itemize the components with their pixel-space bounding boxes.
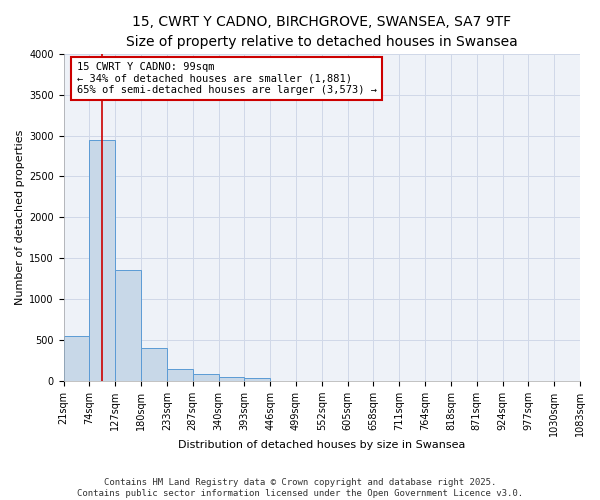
Title: 15, CWRT Y CADNO, BIRCHGROVE, SWANSEA, SA7 9TF
Size of property relative to deta: 15, CWRT Y CADNO, BIRCHGROVE, SWANSEA, S… [126,15,518,48]
Bar [89,140,115,381]
Text: Contains HM Land Registry data © Crown copyright and database right 2025.
Contai: Contains HM Land Registry data © Crown c… [77,478,523,498]
Bar [193,374,218,381]
Bar [64,336,89,381]
Bar [115,270,141,381]
Text: 15 CWRT Y CADNO: 99sqm
← 34% of detached houses are smaller (1,881)
65% of semi-: 15 CWRT Y CADNO: 99sqm ← 34% of detached… [77,62,377,95]
X-axis label: Distribution of detached houses by size in Swansea: Distribution of detached houses by size … [178,440,466,450]
Bar [141,348,167,381]
Bar [244,378,270,381]
Bar [218,377,244,381]
Y-axis label: Number of detached properties: Number of detached properties [15,130,25,305]
Bar [167,368,193,381]
